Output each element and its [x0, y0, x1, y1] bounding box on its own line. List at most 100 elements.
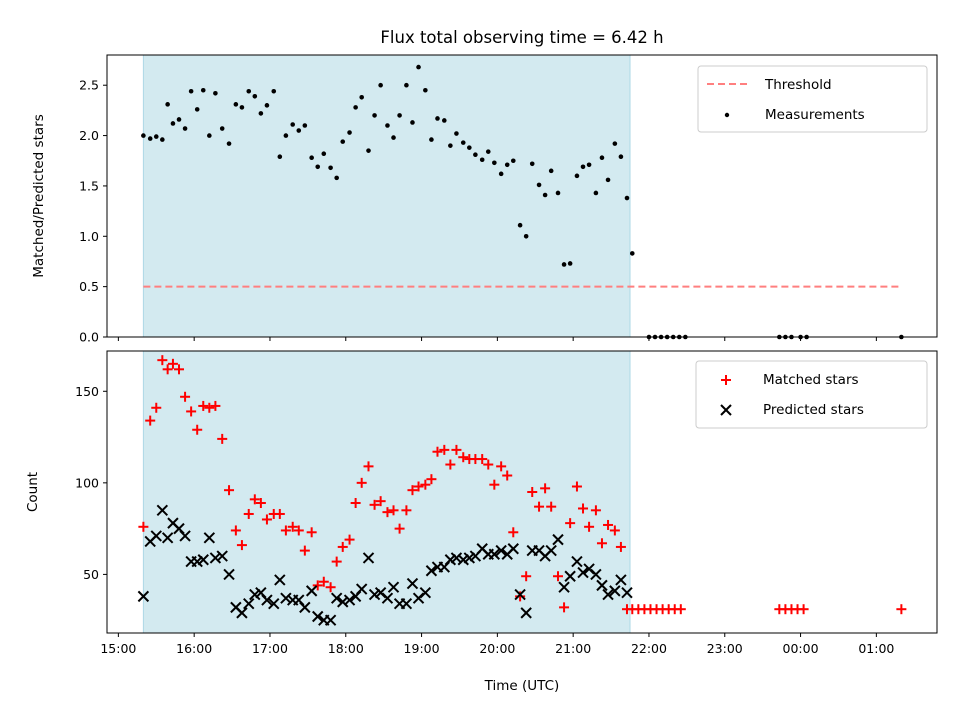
predicted-star-point-b	[324, 614, 337, 626]
matched-star-point	[280, 525, 291, 536]
measurement-point	[442, 118, 447, 123]
predicted-star-point	[355, 583, 368, 595]
measurement-point	[460, 140, 466, 145]
predicted-star-point-b	[583, 563, 595, 575]
measurement-point	[548, 168, 554, 174]
matched-star-point	[596, 538, 607, 549]
predicted-star-point-b	[400, 597, 413, 610]
measurement-point	[599, 155, 605, 161]
matched-star-point	[325, 582, 336, 593]
measurement-point	[467, 145, 472, 150]
measurement-point	[504, 162, 510, 168]
bottom-plot-frame	[106, 350, 938, 634]
predicted-star-point-b	[571, 555, 583, 568]
x-tick-label: 16:00	[176, 641, 212, 656]
predicted-star-point	[337, 596, 349, 608]
predicted-star-point	[621, 587, 633, 599]
x-tick-label: 20:00	[479, 641, 515, 656]
measurement-point	[141, 133, 146, 138]
x-tick-label: 15:00	[100, 641, 136, 656]
predicted-star-point-b	[419, 587, 432, 599]
predicted-star-point	[223, 568, 235, 581]
predicted-star-point	[179, 530, 191, 542]
bottom-legend-box	[695, 360, 928, 429]
measurement-point	[517, 222, 523, 228]
measurement-point	[529, 161, 535, 167]
predicted-star-point-b	[330, 592, 343, 604]
predicted-star-point	[590, 568, 602, 581]
matched-star-point	[243, 508, 254, 519]
matched-star-point	[615, 541, 626, 552]
measurement-point	[454, 131, 459, 136]
matched-star-point	[180, 391, 191, 402]
predicted-star-point	[425, 565, 438, 577]
x-tick-label: 01:00	[858, 641, 894, 656]
predicted-star-point	[406, 577, 419, 590]
matched-star-point	[287, 521, 298, 532]
measurement-point	[555, 190, 561, 196]
predicted-star-point-b	[280, 592, 292, 604]
matched-star-point	[255, 497, 266, 508]
bot-shade-rect	[142, 350, 631, 634]
matched-star-point	[337, 541, 348, 552]
matched-star-point	[157, 355, 168, 366]
measurement-point	[233, 102, 239, 107]
measurement-point	[226, 141, 232, 146]
matched-star-point	[299, 545, 310, 556]
predicted-star-point	[381, 592, 394, 604]
matched-star-point	[439, 444, 450, 455]
matched-star-point	[350, 497, 361, 508]
measurements-series	[141, 64, 904, 340]
predicted-star-point-b	[255, 587, 267, 599]
predicted-star-point	[261, 594, 273, 606]
predicted-star-point	[609, 585, 621, 597]
measurement-point	[334, 175, 339, 181]
legend-x-marker-b	[720, 404, 732, 416]
measurement-point	[258, 111, 264, 116]
predicted-star-point	[268, 597, 280, 610]
measurement-point	[612, 141, 618, 146]
bot-y-tick-label: 150	[75, 384, 99, 399]
predicted-star-point	[596, 579, 608, 592]
x-tick-label: 23:00	[707, 641, 743, 656]
matched-star-point	[559, 602, 570, 613]
matched-star-point	[432, 446, 443, 457]
top-y-tick-label: 0.0	[79, 330, 99, 345]
predicted-star-point	[400, 597, 413, 610]
matched-star-point	[496, 461, 507, 472]
predicted-star-point	[419, 587, 432, 599]
predicted-star-point-b	[293, 594, 305, 606]
predicted-star-point	[305, 585, 318, 597]
matched-star-point	[896, 604, 907, 615]
predicted-star-point-b	[362, 552, 375, 564]
matched-star-point	[388, 505, 399, 516]
predicted-star-point-b	[223, 568, 235, 581]
predicted-star-point-b	[161, 532, 174, 544]
predicted-star-point	[558, 581, 570, 593]
x-tick-label: 19:00	[404, 641, 440, 656]
measurement-point	[624, 195, 630, 201]
matched-star-point	[489, 479, 500, 490]
measurement-point	[586, 162, 592, 168]
measurement-point	[347, 130, 352, 135]
x-tick-label: 00:00	[783, 641, 819, 656]
matched-star-point	[236, 540, 247, 551]
measurement-point	[302, 123, 308, 128]
chart-title: Flux total observing time = 6.42 h	[380, 28, 663, 47]
measurement-point	[264, 103, 270, 108]
measurement-point	[542, 192, 548, 198]
measurement-point	[176, 117, 182, 122]
predicted-star-point-b	[387, 581, 400, 593]
predicted-star-point-b	[243, 597, 255, 610]
predicted-star-point	[312, 610, 324, 623]
predicted-star-point	[520, 607, 532, 619]
predicted-star-point-b	[564, 570, 576, 582]
predicted-star-point	[203, 532, 216, 544]
predicted-star-point-b	[236, 607, 248, 619]
predicted-star-point-b	[197, 554, 209, 566]
predicted-star-point-b	[209, 552, 222, 564]
bottom-shaded-interval	[142, 350, 631, 634]
measurement-point	[296, 128, 302, 133]
top-y-tick-label: 0.5	[79, 279, 99, 294]
measurement-point	[429, 137, 434, 142]
